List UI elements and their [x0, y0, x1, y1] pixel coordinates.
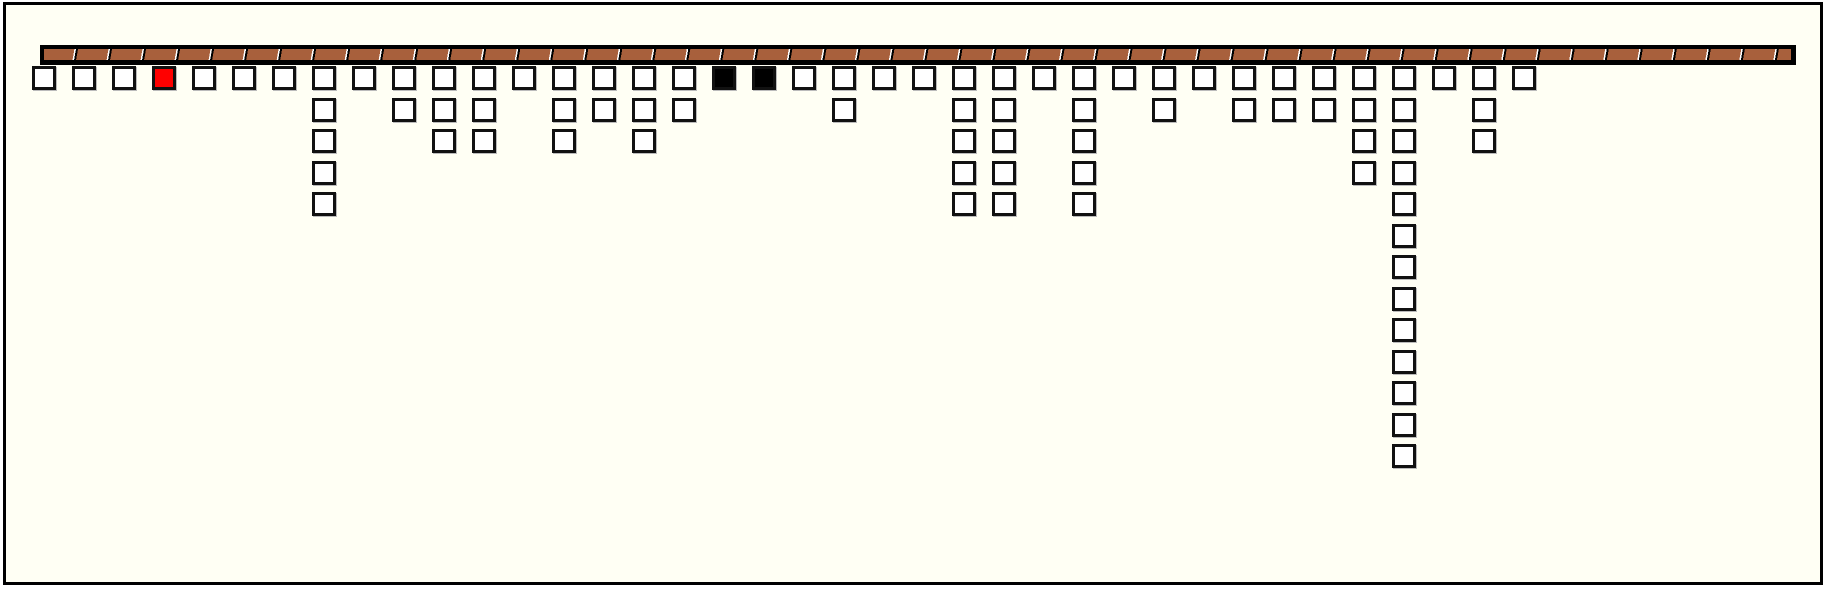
- cell-col12-row1[interactable]: [472, 66, 496, 90]
- cell-col17-row1[interactable]: [672, 66, 696, 90]
- cell-col13-row1[interactable]: [512, 66, 536, 90]
- cell-col5-row1[interactable]: [192, 66, 216, 90]
- cell-col24-row2[interactable]: [952, 97, 976, 122]
- cell-col35-row4[interactable]: [1392, 160, 1416, 185]
- cell-col34-row1[interactable]: [1352, 66, 1376, 90]
- cell-col11-row3[interactable]: [432, 129, 456, 153]
- cell-col11-row2[interactable]: [432, 97, 456, 122]
- cell-col33-row1[interactable]: [1312, 66, 1336, 90]
- cell-col27-row5[interactable]: [1072, 192, 1096, 216]
- cell-col32-row2[interactable]: [1272, 97, 1296, 122]
- cell-col35-row3[interactable]: [1392, 129, 1416, 153]
- cell-col24-row3[interactable]: [952, 129, 976, 153]
- top-bar: [40, 45, 1796, 65]
- game-board: [3, 2, 1823, 585]
- cell-col18-row1[interactable]: [712, 66, 736, 90]
- cell-col14-row1[interactable]: [552, 66, 576, 90]
- cell-col27-row4[interactable]: [1072, 160, 1096, 185]
- cell-col25-row3[interactable]: [992, 129, 1016, 153]
- cell-col31-row2[interactable]: [1232, 97, 1256, 122]
- cell-col35-row12[interactable]: [1392, 412, 1416, 437]
- cell-col22-row1[interactable]: [872, 66, 896, 90]
- cell-col15-row2[interactable]: [592, 97, 616, 122]
- cell-col34-row2[interactable]: [1352, 97, 1376, 122]
- cell-col25-row2[interactable]: [992, 97, 1016, 122]
- cell-col11-row1[interactable]: [432, 66, 456, 90]
- cell-col8-row4[interactable]: [312, 160, 336, 185]
- cell-col37-row3[interactable]: [1472, 129, 1496, 153]
- cell-col35-row5[interactable]: [1392, 192, 1416, 216]
- cell-col29-row2[interactable]: [1152, 97, 1176, 122]
- cell-col29-row1[interactable]: [1152, 66, 1176, 90]
- cell-col17-row2[interactable]: [672, 97, 696, 122]
- cell-col24-row5[interactable]: [952, 192, 976, 216]
- cell-col34-row3[interactable]: [1352, 129, 1376, 153]
- cell-col7-row1[interactable]: [272, 66, 296, 90]
- cell-col37-row2[interactable]: [1472, 97, 1496, 122]
- cell-col27-row2[interactable]: [1072, 97, 1096, 122]
- cell-col20-row1[interactable]: [792, 66, 816, 90]
- cell-col24-row1[interactable]: [952, 66, 976, 90]
- cell-col25-row4[interactable]: [992, 160, 1016, 185]
- cell-col35-row1[interactable]: [1392, 66, 1416, 90]
- cell-col30-row1[interactable]: [1192, 66, 1216, 90]
- cell-col38-row1[interactable]: [1512, 66, 1536, 90]
- cell-col4-row1[interactable]: [152, 66, 176, 90]
- cell-col25-row1[interactable]: [992, 66, 1016, 90]
- cell-col8-row1[interactable]: [312, 66, 336, 90]
- cell-col35-row13[interactable]: [1392, 444, 1416, 468]
- cell-col12-row2[interactable]: [472, 97, 496, 122]
- cell-col34-row4[interactable]: [1352, 160, 1376, 185]
- cell-col14-row3[interactable]: [552, 129, 576, 153]
- cell-col15-row1[interactable]: [592, 66, 616, 90]
- cell-col12-row3[interactable]: [472, 129, 496, 153]
- cell-col16-row3[interactable]: [632, 129, 656, 153]
- cell-col33-row2[interactable]: [1312, 97, 1336, 122]
- cell-col16-row1[interactable]: [632, 66, 656, 90]
- cell-col35-row10[interactable]: [1392, 349, 1416, 374]
- cell-col32-row1[interactable]: [1272, 66, 1296, 90]
- cell-col37-row1[interactable]: [1472, 66, 1496, 90]
- cell-col28-row1[interactable]: [1112, 66, 1136, 90]
- cell-col16-row2[interactable]: [632, 97, 656, 122]
- cell-col35-row7[interactable]: [1392, 255, 1416, 279]
- cell-col10-row2[interactable]: [392, 97, 416, 122]
- cell-col2-row1[interactable]: [72, 66, 96, 90]
- cell-col31-row1[interactable]: [1232, 66, 1256, 90]
- cell-col26-row1[interactable]: [1032, 66, 1056, 90]
- cell-col24-row4[interactable]: [952, 160, 976, 185]
- cell-col21-row2[interactable]: [832, 97, 856, 122]
- cell-col10-row1[interactable]: [392, 66, 416, 90]
- cell-col35-row11[interactable]: [1392, 381, 1416, 405]
- cell-col35-row8[interactable]: [1392, 286, 1416, 311]
- cell-col8-row5[interactable]: [312, 192, 336, 216]
- cell-col23-row1[interactable]: [912, 66, 936, 90]
- cell-col35-row9[interactable]: [1392, 318, 1416, 342]
- cell-col36-row1[interactable]: [1432, 66, 1456, 90]
- cell-col25-row5[interactable]: [992, 192, 1016, 216]
- cell-col35-row2[interactable]: [1392, 97, 1416, 122]
- cell-col9-row1[interactable]: [352, 66, 376, 90]
- cell-col27-row3[interactable]: [1072, 129, 1096, 153]
- cell-col19-row1[interactable]: [752, 66, 776, 90]
- cell-col8-row2[interactable]: [312, 97, 336, 122]
- cell-col3-row1[interactable]: [112, 66, 136, 90]
- cell-col21-row1[interactable]: [832, 66, 856, 90]
- cell-col35-row6[interactable]: [1392, 223, 1416, 248]
- cell-col8-row3[interactable]: [312, 129, 336, 153]
- cell-col27-row1[interactable]: [1072, 66, 1096, 90]
- cell-col14-row2[interactable]: [552, 97, 576, 122]
- cell-col1-row1[interactable]: [32, 66, 56, 90]
- cell-col6-row1[interactable]: [232, 66, 256, 90]
- bar-segments: [44, 49, 1791, 60]
